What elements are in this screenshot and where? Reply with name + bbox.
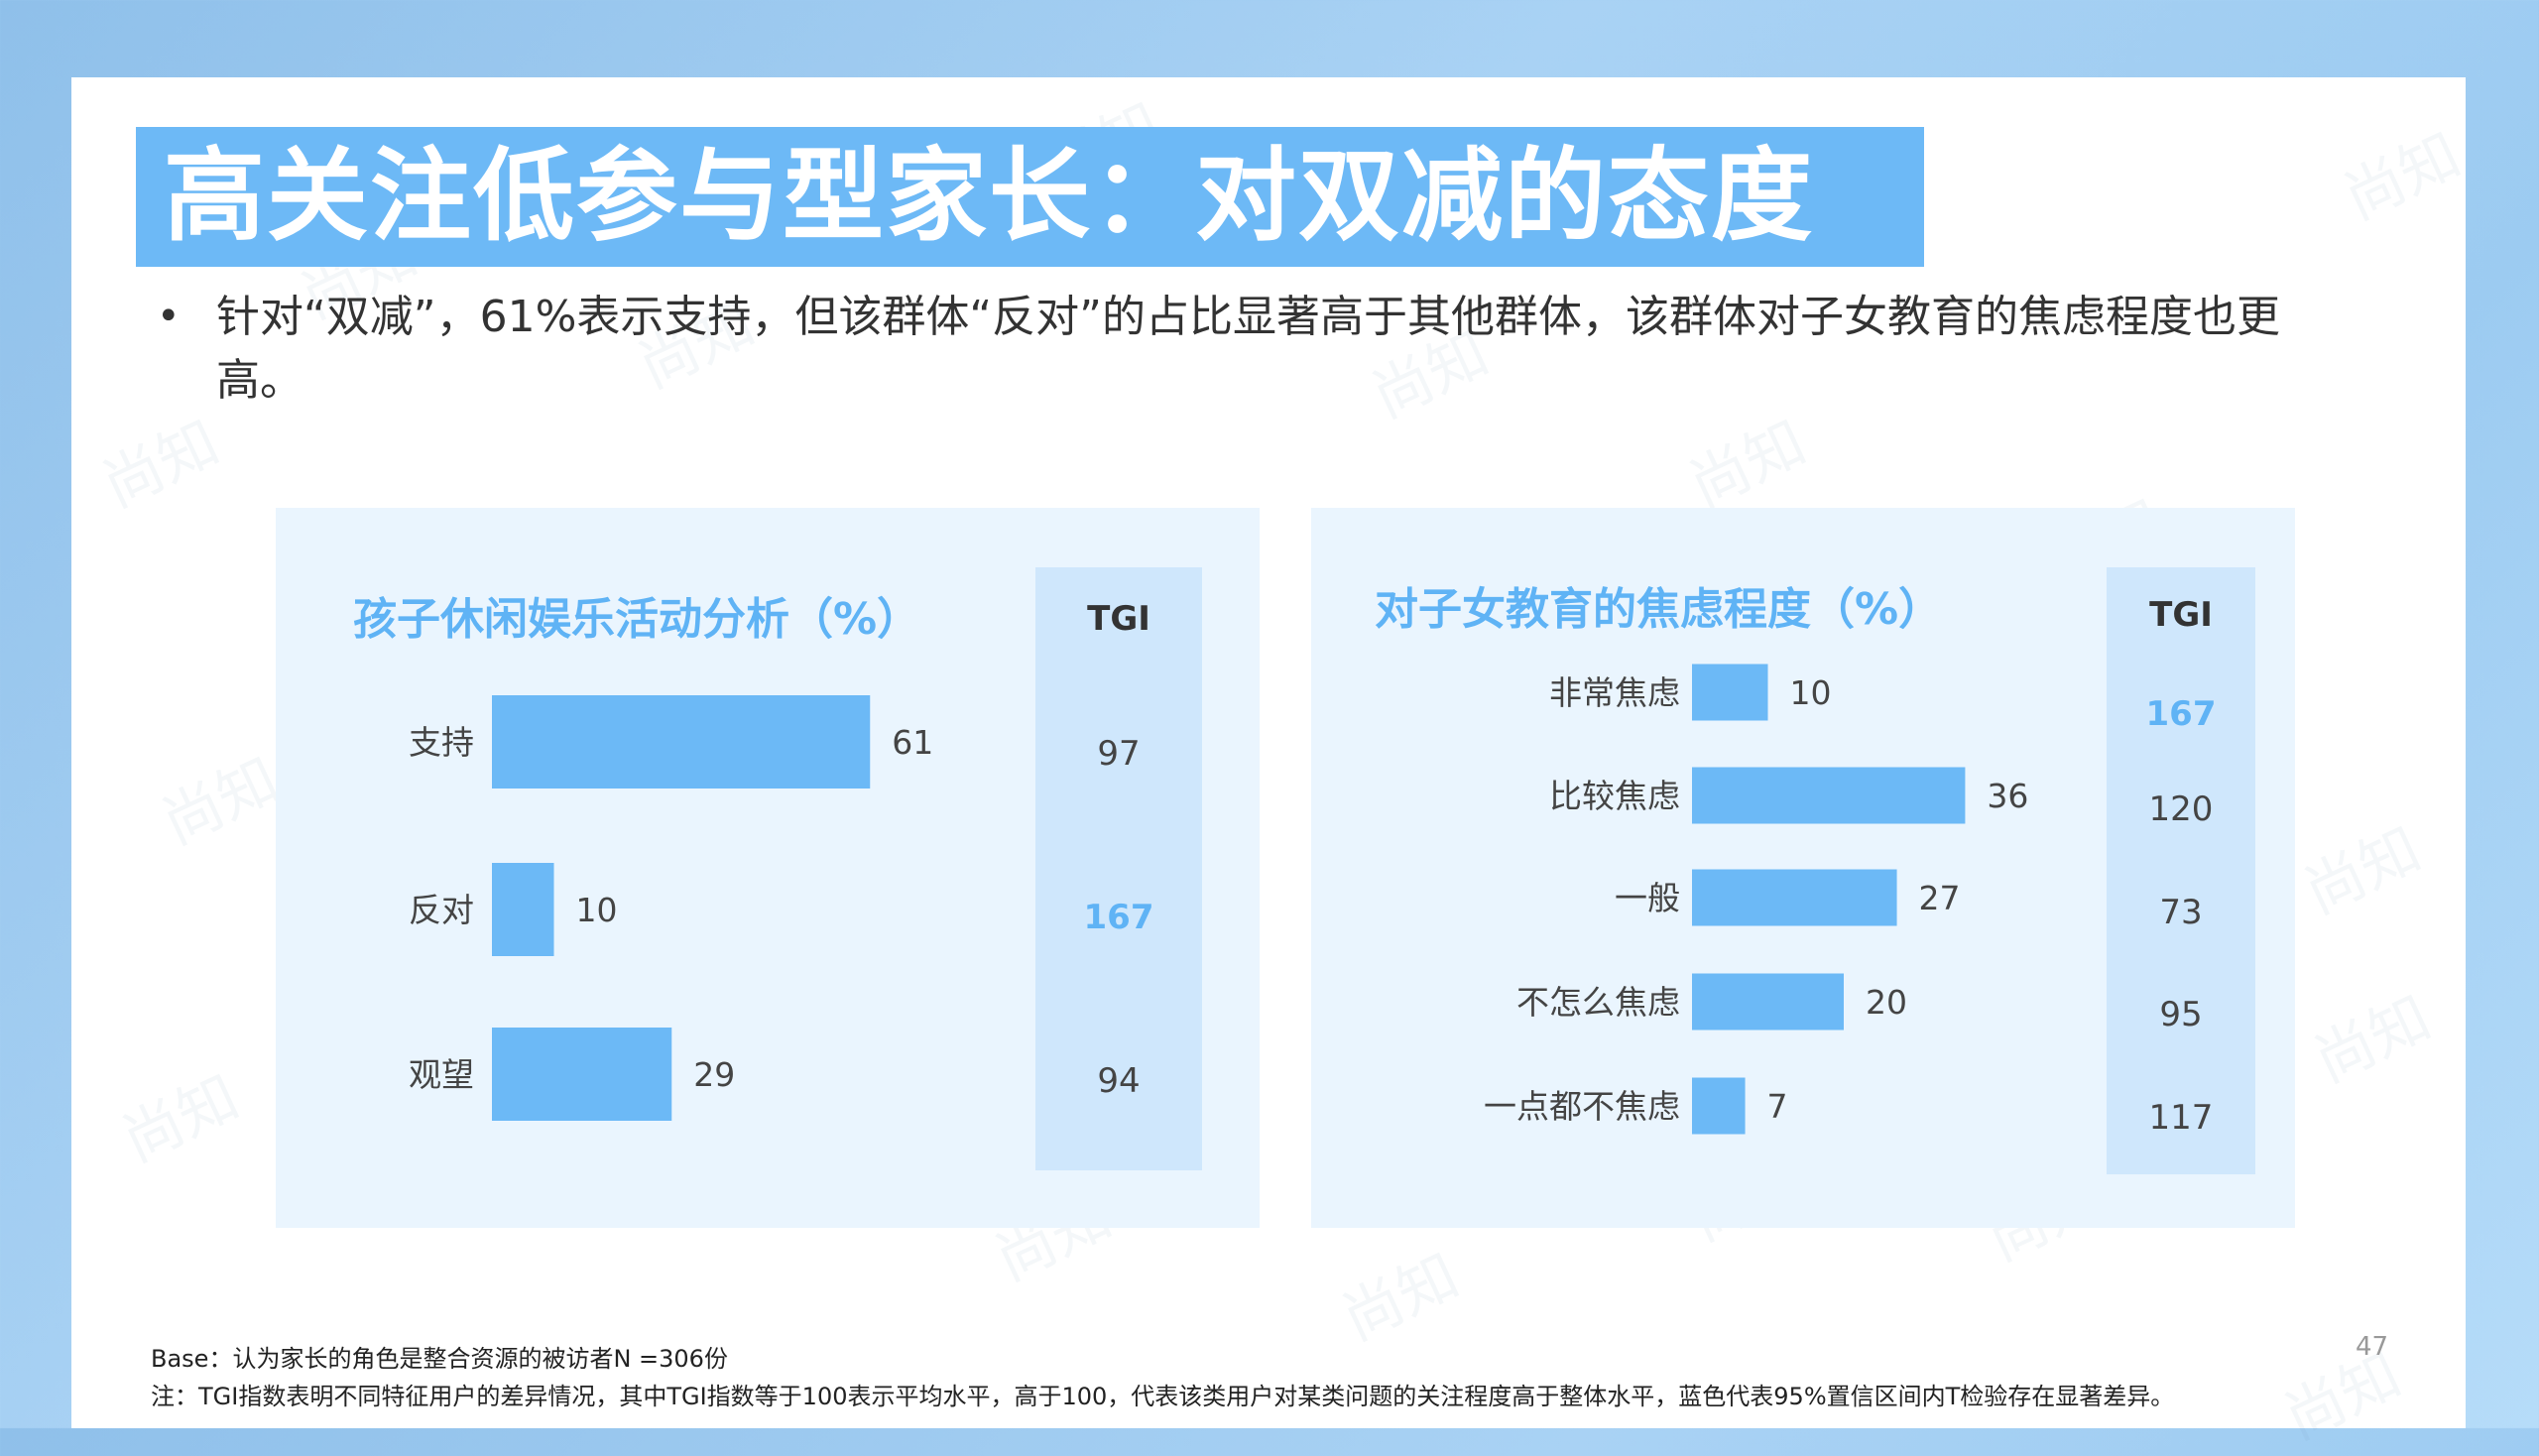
category-label: 一般: [1615, 879, 1680, 917]
value-label: 29: [693, 1055, 735, 1094]
category-label: 非常焦虑: [1549, 673, 1680, 712]
bullet-dot: •: [157, 294, 181, 339]
value-label: 10: [1790, 673, 1832, 712]
value-label: 27: [1919, 879, 1961, 917]
tgi-value: 94: [1097, 1061, 1141, 1101]
tgi-value: 95: [2159, 995, 2203, 1034]
title-bar: [136, 127, 1924, 267]
category-label: 支持: [409, 723, 474, 762]
category-label: 反对: [409, 891, 474, 929]
bullet-text: 针对“双减”，61%表示支持，但该群体“反对”的占比显著高于其他群体，该群体对子…: [216, 292, 2280, 406]
tgi-column-leisure: [1035, 567, 1202, 1170]
bar-1-1: [1692, 767, 1966, 824]
tgi-column-anxiety: [2107, 567, 2255, 1174]
bar-1-4: [1692, 1077, 1746, 1135]
tgi-value: 167: [2145, 694, 2217, 734]
bar-0-1: [492, 863, 554, 956]
value-label: 10: [576, 891, 618, 929]
tgi-value: 97: [1097, 734, 1141, 774]
bar-0-2: [492, 1028, 672, 1121]
tgi-value: 167: [1083, 898, 1154, 937]
bar-chart-anxiety: 非常焦虑 10 比较焦虑 36 一般 27 不怎么焦虑 20 一点都不焦虑 7: [1484, 664, 2028, 1135]
value-label: 36: [1987, 777, 2028, 815]
page-number: 47: [2356, 1332, 2389, 1362]
tgi-value: 73: [2159, 893, 2203, 932]
slide-title: 高关注低参与型家长：对双减的态度: [164, 138, 1814, 256]
tgi-header-anxiety: TGI: [2149, 595, 2213, 635]
category-label: 比较焦虑: [1549, 777, 1680, 815]
bar-1-2: [1692, 869, 1897, 926]
bar-0-0: [492, 695, 871, 789]
category-label: 观望: [409, 1055, 474, 1094]
tgi-header-leisure: TGI: [1087, 599, 1150, 639]
value-label: 61: [892, 723, 933, 762]
bar-chart-leisure: 支持 61 反对 10 观望 29: [409, 695, 933, 1121]
value-label: 20: [1866, 983, 1907, 1022]
bar-1-3: [1692, 973, 1844, 1031]
tgi-note: 注：TGI指数表明不同特征用户的差异情况，其中TGI指数等于100表示平均水平，…: [151, 1383, 2175, 1410]
bar-1-0: [1692, 664, 1768, 721]
tgi-value: 120: [2148, 789, 2214, 829]
category-label: 一点都不焦虑: [1484, 1087, 1680, 1126]
base-note: Base：认为家长的角色是整合资源的被访者N =306份: [151, 1345, 728, 1373]
chart-title-anxiety: 对子女教育的焦虑程度（%）: [1375, 584, 1943, 635]
category-label: 不怎么焦虑: [1516, 983, 1680, 1022]
value-label: 7: [1767, 1087, 1788, 1126]
tgi-value: 117: [2148, 1098, 2214, 1138]
chart-title-leisure: 孩子休闲娱乐活动分析（%）: [353, 594, 921, 645]
